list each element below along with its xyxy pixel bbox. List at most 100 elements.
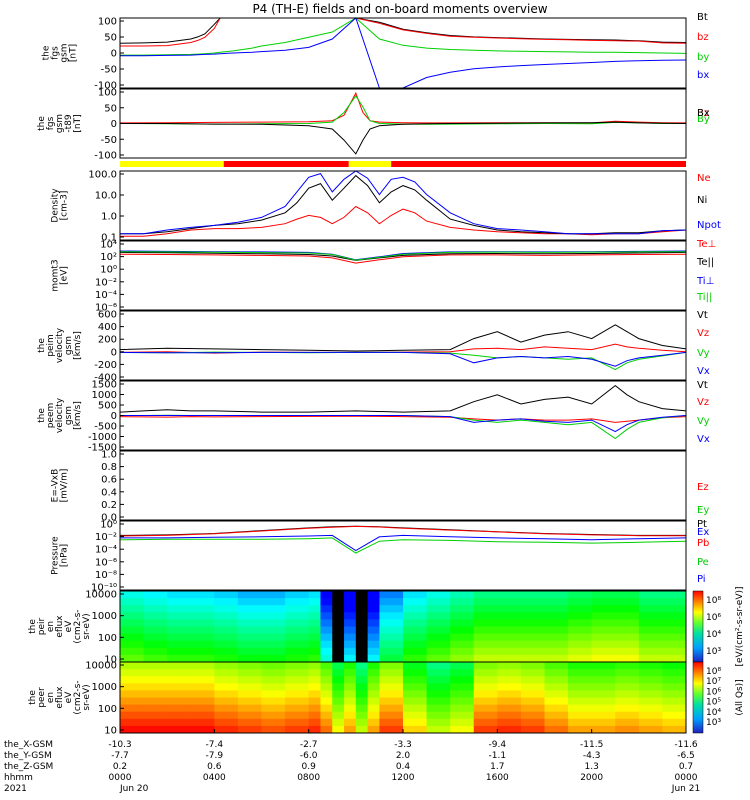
heatmap-cell (379, 669, 404, 677)
y-axis-label-line: [cm-3] (60, 191, 70, 221)
heatmap-cell (379, 605, 404, 613)
heatmap-cell (332, 704, 345, 713)
heatmap-cell (450, 626, 475, 635)
peem-velocity-line-0 (119, 384, 687, 413)
heatmap-cell (261, 662, 286, 670)
y-tick-label: 10⁻² (95, 277, 117, 288)
heatmap-cell (615, 654, 640, 663)
heatmap-cell (591, 591, 616, 599)
heatmap-cell (190, 612, 215, 620)
heatmap-cell (261, 683, 286, 691)
heatmap-cell (320, 662, 333, 670)
heatmap-cell (367, 591, 380, 599)
heatmap-cell (143, 647, 168, 656)
y-axis-label-line: sr-eV) (82, 684, 92, 710)
y-axis-label: momt3 [eV] (51, 259, 70, 291)
y-axis-label: E=-VxB [mV/m] (51, 469, 70, 503)
heatmap-cell (568, 591, 593, 599)
legend-entry: Pt (697, 519, 707, 530)
heatmap-cell (308, 704, 321, 713)
heatmap-cell (120, 704, 145, 713)
ni-density-line-1 (120, 174, 687, 235)
heatmap-cell (285, 704, 310, 713)
heatmap-cell (344, 605, 357, 613)
heatmap-cell (426, 711, 451, 720)
heatmap-cell (285, 605, 310, 613)
heatmap-cell (120, 640, 145, 649)
y-axis-label-line: the (37, 408, 47, 423)
heatmap-cell (308, 669, 321, 677)
heatmap-cell (355, 640, 369, 649)
x-axis-value: 2.0 (396, 751, 411, 761)
heatmap-cell (638, 612, 663, 620)
heatmap-cell (426, 662, 451, 670)
heatmap-cell (591, 626, 616, 635)
heatmap-cell (355, 633, 369, 642)
heatmap-cell (450, 640, 475, 649)
heatmap-cell (426, 605, 451, 613)
heatmap-cell (367, 669, 380, 677)
heatmap-cell (426, 640, 451, 649)
heatmap-cell (403, 704, 428, 713)
state-bar (120, 161, 686, 167)
heatmap-cell (426, 647, 451, 656)
heatmap-cell (190, 605, 215, 613)
heatmap-cell (568, 619, 593, 627)
heatmap-cell (190, 718, 215, 727)
heatmap-cell (379, 683, 404, 691)
heatmap-cell (237, 690, 262, 698)
heatmap-cell (167, 598, 192, 606)
y-axis-label-line: eflux (55, 615, 65, 638)
y-tick-label: 0 (111, 49, 117, 60)
panel-frame (119, 450, 687, 521)
y-axis-label-line: [km/s] (73, 401, 83, 430)
heatmap-cell (261, 591, 286, 599)
heatmap-cell (450, 725, 475, 734)
heatmap-cell (473, 697, 498, 706)
x-axis-value: 0.4 (396, 762, 411, 772)
heatmap-cell (167, 718, 192, 727)
fgs-line-3 (120, 17, 687, 89)
heatmap-cell (520, 704, 545, 713)
heatmap-cell (120, 669, 145, 677)
heatmap-cell (450, 605, 475, 613)
heatmap-cell (367, 612, 380, 620)
heatmap-cell (237, 591, 262, 599)
y-tick-label: 10⁻⁴ (95, 290, 117, 301)
y-axis-label-line: peir (37, 617, 47, 635)
heatmap-cell (214, 683, 239, 691)
legend-entry: Bz (697, 108, 709, 119)
heatmap-cell (167, 654, 192, 663)
y-axis-label: the fgs gsm -t89 [nT] (37, 114, 83, 133)
heatmap-cell (615, 683, 640, 691)
heatmap-cell (591, 711, 616, 720)
heatmap-cell (662, 704, 687, 713)
heatmap-cell (237, 669, 262, 677)
heatmap-cell (615, 669, 640, 677)
x-axis-value: -2.7 (300, 740, 318, 750)
heatmap-cell (662, 718, 687, 727)
y-tick-label: 0 (111, 411, 117, 422)
y-tick-label: -200 (94, 360, 117, 371)
heatmap-cell (591, 690, 616, 698)
heatmap-cell (143, 725, 168, 734)
x-axis-value: Jun 21 (671, 784, 700, 794)
heatmap-cell (615, 640, 640, 649)
heatmap-cell (568, 662, 593, 670)
heatmap-cell (367, 647, 380, 656)
heatmap-cell (308, 626, 321, 635)
heatmap-cell (355, 619, 369, 627)
heatmap-cell (367, 711, 380, 720)
heatmap-cell (426, 683, 451, 691)
heatmap-cell (426, 704, 451, 713)
colorbar-tick-label: 10⁴ (706, 630, 721, 640)
heatmap-cell (473, 662, 498, 670)
pressure-line-3 (120, 534, 687, 552)
heatmap-cell (638, 591, 663, 599)
heatmap-cell (544, 662, 569, 670)
heatmap-cell (214, 676, 239, 684)
heatmap-cell (568, 633, 593, 642)
heatmap-cell (638, 654, 663, 663)
heatmap-cell (615, 662, 640, 670)
